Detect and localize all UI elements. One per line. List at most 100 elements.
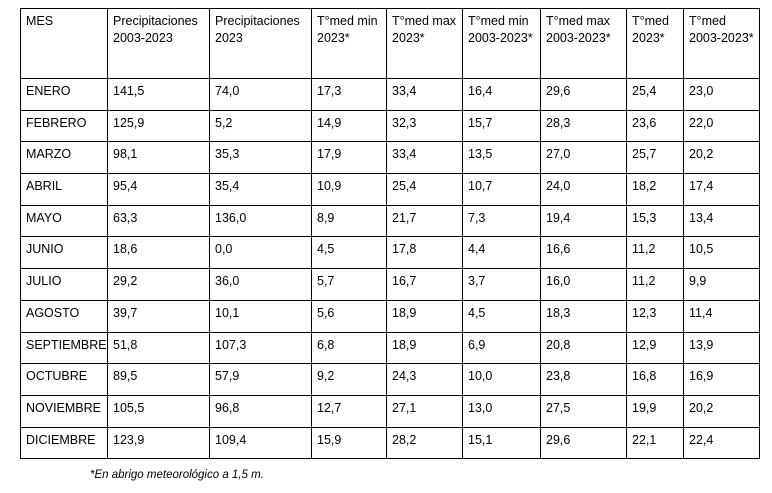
value-cell: 35,3 [209, 141, 312, 175]
header-row: MES Precipitaciones 2003-2023 Precipitacio… [20, 8, 760, 79]
value-cell: 16,4 [462, 78, 541, 111]
value-cell: 107,3 [209, 331, 312, 365]
value-cell: 16,7 [386, 268, 463, 301]
header-cell: MES [20, 8, 108, 79]
value-cell: 13,9 [683, 331, 760, 365]
month-cell: NOVIEMBRE [20, 394, 108, 428]
value-cell: 10,5 [683, 236, 760, 270]
value-cell: 141,5 [107, 78, 210, 111]
value-cell: 23,6 [626, 109, 684, 143]
value-cell: 15,7 [462, 109, 541, 143]
value-cell: 20,2 [683, 141, 760, 175]
value-cell: 14,9 [311, 109, 387, 143]
value-cell: 35,4 [209, 173, 312, 206]
value-cell: 4,4 [462, 236, 541, 270]
month-cell: JUNIO [20, 236, 108, 270]
value-cell: 18,6 [107, 236, 210, 270]
value-cell: 16,9 [683, 363, 760, 396]
header-cell: T°med 2023* [626, 8, 684, 79]
month-cell: OCTUBRE [20, 363, 108, 396]
value-cell: 33,4 [386, 78, 463, 111]
table-row: JUNIO 18,6 0,0 4,5 17,8 4,4 16,6 11,2 10,5 [20, 236, 760, 270]
value-cell: 11,2 [626, 236, 684, 270]
month-cell: DICIEMBRE [20, 426, 108, 460]
value-cell: 24,0 [540, 173, 627, 206]
value-cell: 13,0 [462, 394, 541, 428]
table-row: SEPTIEMBRE 51,8 107,3 6,8 18,9 6,9 20,8 12,9 13,… [20, 331, 760, 365]
value-cell: 25,7 [626, 141, 684, 175]
value-cell: 12,3 [626, 299, 684, 333]
value-cell: 0,0 [209, 236, 312, 270]
value-cell: 6,9 [462, 331, 541, 365]
value-cell: 12,9 [626, 331, 684, 365]
value-cell: 22,1 [626, 426, 684, 460]
table-row: AGOSTO 39,7 10,1 5,6 18,9 4,5 18,3 12,3 11,4 [20, 299, 760, 333]
value-cell: 32,3 [386, 109, 463, 143]
value-cell: 17,4 [683, 173, 760, 206]
value-cell: 21,7 [386, 204, 463, 238]
value-cell: 18,9 [386, 331, 463, 365]
value-cell: 15,1 [462, 426, 541, 460]
value-cell: 28,2 [386, 426, 463, 460]
value-cell: 27,1 [386, 394, 463, 428]
table-row: ENERO 141,5 74,0 17,3 33,4 16,4 29,6 25,4 23,0 [20, 78, 760, 111]
value-cell: 10,1 [209, 299, 312, 333]
value-cell: 13,5 [462, 141, 541, 175]
value-cell: 98,1 [107, 141, 210, 175]
value-cell: 25,4 [626, 78, 684, 111]
value-cell: 18,3 [540, 299, 627, 333]
value-cell: 22,0 [683, 109, 760, 143]
value-cell: 6,8 [311, 331, 387, 365]
value-cell: 5,2 [209, 109, 312, 143]
value-cell: 9,9 [683, 268, 760, 301]
header-cell: T°med max 2023* [386, 8, 463, 79]
value-cell: 4,5 [462, 299, 541, 333]
value-cell: 5,6 [311, 299, 387, 333]
value-cell: 29,6 [540, 426, 627, 460]
value-cell: 57,9 [209, 363, 312, 396]
value-cell: 22,4 [683, 426, 760, 460]
header-cell: Precipitaciones 2003-2023 [107, 8, 210, 79]
value-cell: 29,2 [107, 268, 210, 301]
value-cell: 16,8 [626, 363, 684, 396]
value-cell: 125,9 [107, 109, 210, 143]
value-cell: 17,8 [386, 236, 463, 270]
month-cell: ENERO [20, 78, 108, 111]
header-cell: T°med min 2023* [311, 8, 387, 79]
value-cell: 19,9 [626, 394, 684, 428]
value-cell: 16,6 [540, 236, 627, 270]
value-cell: 17,3 [311, 78, 387, 111]
header-cell: T°med 2003-2023* [683, 8, 760, 79]
month-cell: SEPTIEMBRE [20, 331, 108, 365]
data-table: MES Precipitaciones 2003-2023 Precipitacio… [20, 8, 760, 460]
value-cell: 27,5 [540, 394, 627, 428]
value-cell: 20,8 [540, 331, 627, 365]
value-cell: 23,8 [540, 363, 627, 396]
value-cell: 96,8 [209, 394, 312, 428]
value-cell: 95,4 [107, 173, 210, 206]
table-body: ENERO 141,5 74,0 17,3 33,4 16,4 29,6 25,4 23,0 FE… [20, 78, 760, 460]
value-cell: 11,2 [626, 268, 684, 301]
value-cell: 15,3 [626, 204, 684, 238]
table-row: DICIEMBRE 123,9 109,4 15,9 28,2 15,1 29,6 22,1 2… [20, 426, 760, 460]
value-cell: 25,4 [386, 173, 463, 206]
value-cell: 36,0 [209, 268, 312, 301]
month-cell: JULIO [20, 268, 108, 301]
value-cell: 23,0 [683, 78, 760, 111]
footnote: *En abrigo meteorológico a 1,5 m. [90, 469, 264, 481]
table-row: FEBRERO 125,9 5,2 14,9 32,3 15,7 28,3 23,6 22,0 [20, 109, 760, 143]
table-row: MARZO 98,1 35,3 17,9 33,4 13,5 27,0 25,7 20,2 [20, 141, 760, 175]
table-row: OCTUBRE 89,5 57,9 9,2 24,3 10,0 23,8 16,8 16,9 [20, 363, 760, 396]
value-cell: 136,0 [209, 204, 312, 238]
value-cell: 4,5 [311, 236, 387, 270]
value-cell: 10,0 [462, 363, 541, 396]
value-cell: 20,2 [683, 394, 760, 428]
value-cell: 123,9 [107, 426, 210, 460]
value-cell: 15,9 [311, 426, 387, 460]
month-cell: AGOSTO [20, 299, 108, 333]
table-row: ABRIL 95,4 35,4 10,9 25,4 10,7 24,0 18,2 17,4 [20, 173, 760, 206]
value-cell: 18,2 [626, 173, 684, 206]
value-cell: 89,5 [107, 363, 210, 396]
value-cell: 17,9 [311, 141, 387, 175]
